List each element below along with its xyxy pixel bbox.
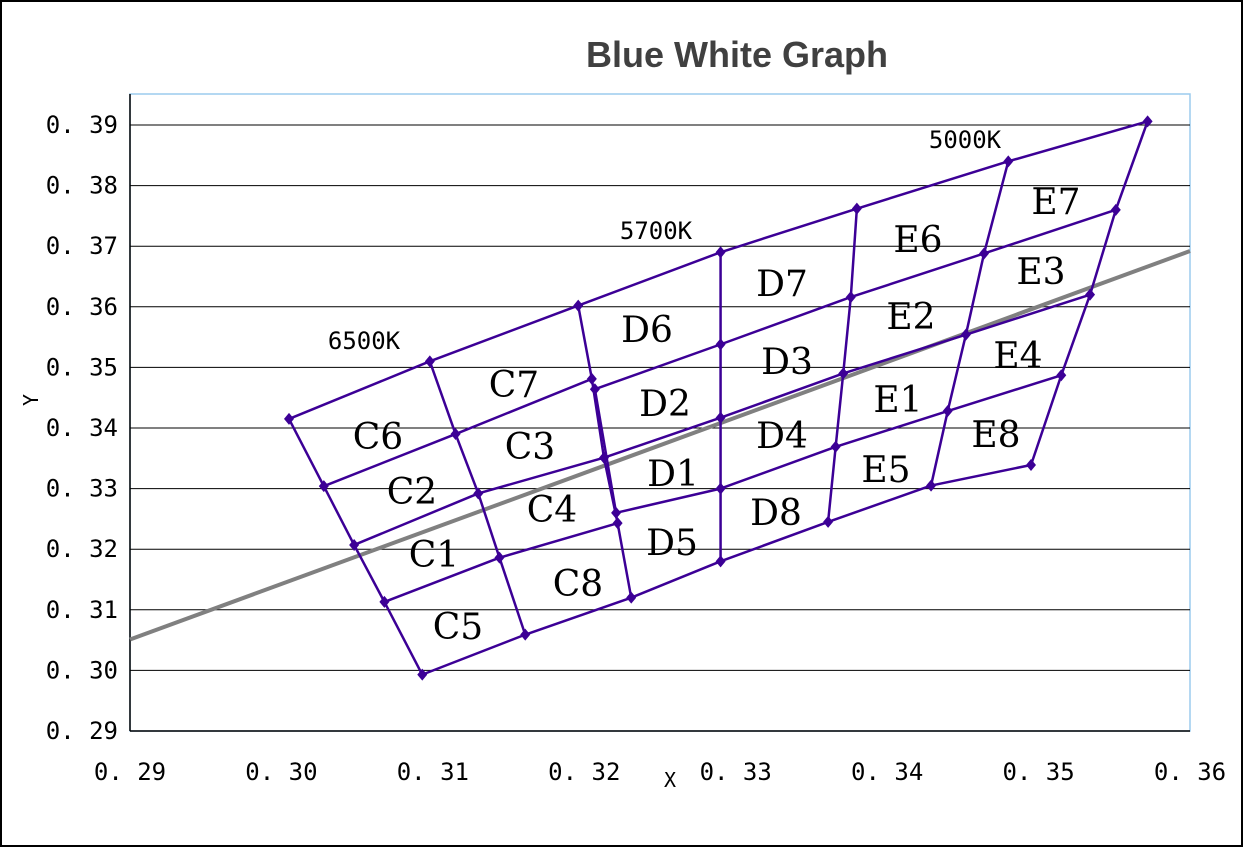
- bin-grid: [287, 120, 1149, 676]
- region-labels: C1 C2 C3 C4 C5 C6 C7 C8 D1 D2 D3 D4 D5 D6 D7 D8 E1 E2 E3 E4…: [328, 126, 1081, 648]
- x-tick-label: 0. 36: [1154, 758, 1226, 786]
- grid-points: [284, 115, 1153, 681]
- data-point: [586, 372, 597, 385]
- y-tick-label: 0. 30: [46, 656, 118, 684]
- data-point: [1056, 369, 1067, 382]
- data-point: [349, 538, 360, 551]
- region-label: E8: [971, 415, 1020, 456]
- y-tick-label: 0. 31: [46, 596, 118, 624]
- data-point: [830, 440, 841, 453]
- y-axis-label: Y: [19, 394, 43, 406]
- region-label: C5: [433, 607, 483, 648]
- y-tick-label: 0. 39: [46, 111, 118, 139]
- region-label: E3: [1016, 252, 1065, 293]
- y-tick-label: 0. 37: [46, 232, 118, 260]
- region-label: D3: [761, 342, 813, 383]
- x-tick-label: 0. 35: [1002, 758, 1074, 786]
- region-label: D5: [646, 523, 698, 564]
- data-point: [715, 338, 726, 351]
- data-point: [942, 405, 953, 418]
- y-tick-label: 0. 29: [46, 717, 118, 745]
- region-label: C1: [409, 535, 459, 576]
- data-point: [424, 355, 435, 368]
- data-point: [626, 591, 637, 604]
- region-label: C8: [553, 564, 603, 605]
- reference-line-group: [129, 249, 1191, 642]
- y-tick-label: 0. 35: [46, 353, 118, 381]
- region-label: D7: [756, 264, 808, 305]
- data-point: [598, 451, 609, 464]
- cct-label: 6500K: [328, 327, 401, 355]
- data-point: [979, 247, 990, 260]
- region-label: E1: [873, 380, 922, 421]
- data-point: [611, 506, 622, 519]
- data-point: [715, 411, 726, 424]
- region-label: D2: [639, 384, 691, 425]
- y-tick-label: 0. 36: [46, 293, 118, 321]
- data-point: [823, 515, 834, 528]
- cct-label: 5000K: [929, 126, 1002, 154]
- data-point: [715, 482, 726, 495]
- data-point: [494, 551, 505, 564]
- cct-label: 5700K: [620, 217, 693, 245]
- data-point: [1110, 203, 1121, 216]
- data-point: [1003, 155, 1014, 168]
- x-tick-label: 0. 33: [700, 758, 772, 786]
- region-label: E4: [993, 336, 1042, 377]
- region-label: D8: [750, 493, 802, 534]
- data-point: [379, 595, 390, 608]
- data-point: [838, 367, 849, 380]
- data-point: [1142, 115, 1153, 128]
- data-point: [1085, 288, 1096, 301]
- region-label: D4: [756, 416, 808, 457]
- region-label: C6: [353, 417, 403, 458]
- region-label: D6: [621, 310, 673, 351]
- y-tick-label: 0. 32: [46, 535, 118, 563]
- x-tick-label: 0. 31: [397, 758, 469, 786]
- y-tick-label: 0. 33: [46, 475, 118, 503]
- x-axis-label: X: [664, 768, 676, 792]
- data-point: [715, 555, 726, 568]
- region-label: C4: [527, 490, 577, 531]
- gridlines: [129, 94, 1190, 732]
- data-point: [417, 668, 428, 681]
- data-point: [589, 383, 600, 396]
- region-label: E5: [861, 450, 910, 491]
- data-point: [851, 202, 862, 215]
- data-point: [473, 487, 484, 500]
- region-label: C2: [387, 472, 437, 513]
- x-tick-label: 0. 34: [851, 758, 923, 786]
- data-point: [450, 428, 461, 441]
- x-tick-label: 0. 32: [548, 758, 620, 786]
- data-point: [612, 517, 623, 530]
- region-label: C3: [505, 427, 555, 468]
- data-point: [960, 328, 971, 341]
- region-label: D1: [647, 454, 699, 495]
- vertical-line: [826, 208, 859, 523]
- tick-labels: 0. 29 0. 30 0. 31 0. 32 0. 33 0. 34 0. 35 0. 36…: [46, 111, 1226, 786]
- vertical-line: [593, 389, 618, 514]
- region-label: E7: [1031, 182, 1080, 223]
- data-point: [318, 480, 329, 493]
- data-point: [845, 291, 856, 304]
- data-point: [1026, 458, 1036, 471]
- x-tick-label: 0. 30: [245, 758, 317, 786]
- data-point: [926, 479, 937, 492]
- data-point: [573, 299, 584, 312]
- region-label: E6: [893, 220, 942, 261]
- y-tick-label: 0. 38: [46, 172, 118, 200]
- x-tick-label: 0. 29: [94, 758, 166, 786]
- data-point: [715, 246, 726, 259]
- y-tick-label: 0. 34: [46, 414, 118, 442]
- chart-title: Blue White Graph: [585, 34, 888, 75]
- region-label: C7: [489, 365, 539, 406]
- region-label: E2: [886, 297, 935, 338]
- data-point: [284, 412, 294, 425]
- reference-line: [129, 249, 1191, 642]
- data-point: [520, 628, 531, 641]
